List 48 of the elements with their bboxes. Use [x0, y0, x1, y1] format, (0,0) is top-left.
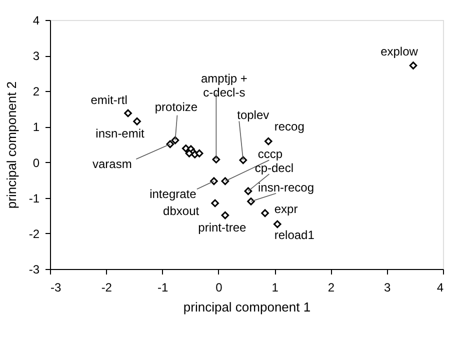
point — [247, 198, 255, 206]
point — [244, 187, 252, 196]
x-tick-label: -1 — [157, 280, 168, 294]
annotation: explow — [380, 44, 418, 59]
point — [273, 220, 282, 228]
point — [212, 156, 220, 164]
annotation: dbxout — [163, 204, 200, 218]
y-tick-label: 0 — [32, 156, 40, 170]
x-tick-label: 2 — [328, 280, 335, 294]
point — [211, 199, 219, 208]
point — [166, 140, 174, 148]
x-tick-label: 0 — [216, 280, 223, 294]
x-tick-label: 4 — [436, 280, 444, 294]
point — [264, 137, 272, 146]
annotation: reload1 — [274, 228, 315, 242]
point — [261, 209, 269, 218]
x-tick-label: 1 — [272, 280, 279, 294]
y-tick-label: 4 — [32, 14, 40, 28]
annotation: expr — [274, 202, 298, 216]
annotation: emit-rtl — [90, 93, 128, 108]
annotation: integrate — [150, 187, 197, 202]
x-tick-label: -3 — [50, 280, 62, 294]
annotation: cp-decl — [254, 161, 294, 176]
point — [221, 211, 230, 220]
annotation: varasm — [92, 157, 132, 172]
y-tick-label: -3 — [28, 262, 40, 276]
annotation: insn-emit — [96, 126, 146, 140]
point — [195, 149, 204, 158]
y-tick-label: 3 — [32, 49, 40, 64]
y-tick-label: -1 — [28, 191, 40, 206]
annotation: toplev — [237, 108, 270, 122]
annotation: print-tree — [198, 220, 246, 234]
annotation: amptjp + c-decl-s — [201, 71, 248, 100]
y-tick-label: -2 — [28, 226, 40, 241]
annotation: cccp — [258, 147, 283, 162]
y-tick-label: 1 — [32, 120, 40, 134]
annotation: recog — [274, 119, 304, 134]
point — [124, 109, 132, 118]
annotation: insn-recog — [258, 180, 314, 194]
point — [133, 117, 141, 126]
x-tick-label: 3 — [384, 280, 392, 294]
point — [409, 62, 418, 70]
x-tick-label: -2 — [101, 280, 112, 294]
annotation: protoize — [154, 100, 198, 114]
y-axis-title: principal component 2 — [4, 81, 19, 209]
x-axis-title: principal component 1 — [183, 300, 311, 314]
y-tick-label: 2 — [32, 84, 40, 99]
point — [171, 136, 180, 144]
